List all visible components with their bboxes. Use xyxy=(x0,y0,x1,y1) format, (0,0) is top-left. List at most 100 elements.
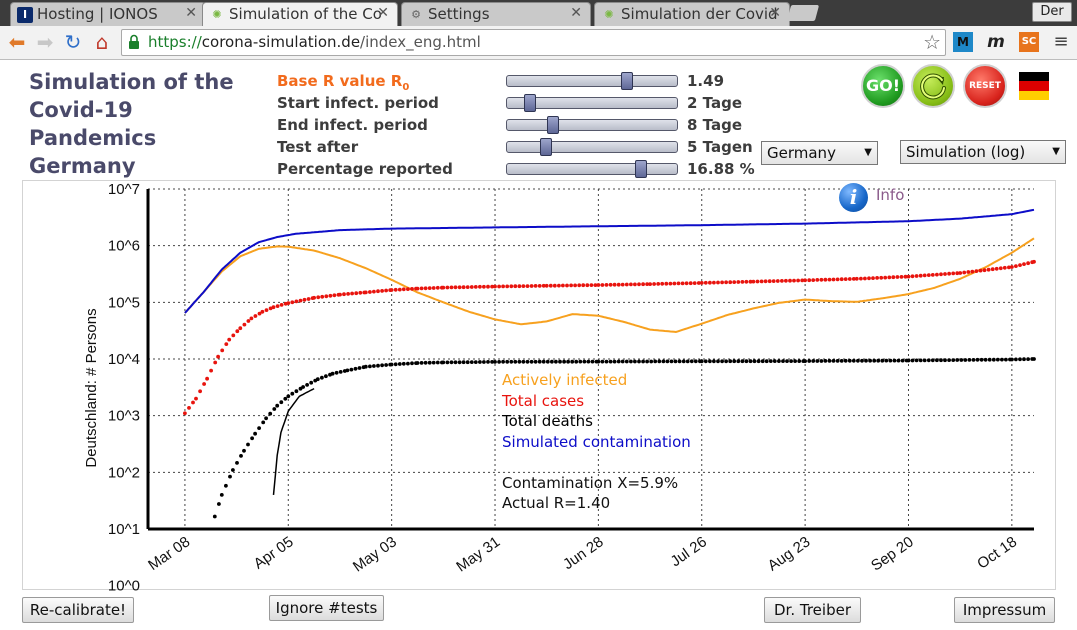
slider-percentage[interactable] xyxy=(506,160,678,178)
close-icon[interactable]: ✕ xyxy=(185,5,197,21)
slider-thumb[interactable] xyxy=(634,160,647,178)
slider-thumb[interactable] xyxy=(540,138,553,156)
data-point xyxy=(955,358,960,362)
tab-title: Simulation of the Co xyxy=(229,5,382,23)
data-point xyxy=(275,403,280,408)
data-point xyxy=(435,360,440,365)
ignore-tests-button[interactable]: Ignore #tests xyxy=(269,595,384,621)
german-flag-icon[interactable] xyxy=(1019,72,1049,100)
slider-r0[interactable] xyxy=(506,72,678,90)
m-italic-icon[interactable]: m xyxy=(987,32,1005,52)
slider-thumb[interactable] xyxy=(524,94,537,112)
mode-select[interactable]: Simulation (log) ▼ xyxy=(900,140,1066,164)
data-point xyxy=(720,280,724,285)
info-icon[interactable]: i xyxy=(839,183,868,212)
series-active-infected xyxy=(184,237,1035,334)
value-start-infect: 2 Tage xyxy=(687,94,742,112)
bookmark-star-icon[interactable]: ☆ xyxy=(923,30,941,54)
data-point xyxy=(183,411,187,416)
data-point xyxy=(561,283,565,288)
data-point xyxy=(994,266,999,271)
data-point xyxy=(728,280,733,285)
forward-icon[interactable]: ➡ xyxy=(36,30,54,54)
data-point xyxy=(261,420,266,425)
data-point xyxy=(389,362,394,367)
page-title: Simulation of the Covid-19 Pandemics Ger… xyxy=(29,70,234,178)
data-point xyxy=(410,287,414,291)
data-point xyxy=(620,282,625,287)
tab-settings[interactable]: ⚙ Settings ✕ xyxy=(401,2,591,26)
country-select[interactable]: Germany ▼ xyxy=(761,141,878,165)
home-icon[interactable]: ⌂ xyxy=(95,30,109,54)
m-square-icon[interactable]: M xyxy=(953,32,973,52)
profile-button[interactable]: Der xyxy=(1032,2,1072,22)
info-link[interactable]: Info xyxy=(876,186,905,204)
data-point xyxy=(863,276,867,281)
data-point xyxy=(752,359,757,364)
tab-title: Settings xyxy=(428,5,490,23)
address-bar[interactable]: https://corona-simulation.de/index_eng.h… xyxy=(121,29,946,56)
data-point xyxy=(689,359,694,364)
data-point xyxy=(497,360,501,364)
data-point xyxy=(943,358,947,363)
back-icon[interactable]: ⬅ xyxy=(8,30,26,54)
y-tick-label: 10^1 xyxy=(108,521,140,538)
data-point xyxy=(918,273,923,278)
slider-test-after[interactable] xyxy=(506,138,678,156)
data-point xyxy=(880,358,885,363)
data-point xyxy=(453,285,458,290)
tab-simulation-de[interactable]: ✺ Simulation der Covid ✕ xyxy=(594,2,790,26)
slider-thumb[interactable] xyxy=(546,116,559,134)
data-point xyxy=(427,360,432,365)
slider-end-infect[interactable] xyxy=(506,116,678,134)
data-point xyxy=(760,359,765,364)
data-point xyxy=(736,280,741,284)
data-point xyxy=(415,286,420,291)
data-point xyxy=(823,359,828,363)
data-point xyxy=(815,359,820,363)
data-point xyxy=(545,359,550,364)
data-point xyxy=(847,358,852,363)
close-icon[interactable]: ✕ xyxy=(377,5,389,21)
data-point xyxy=(883,275,888,280)
impressum-button[interactable]: Impressum xyxy=(954,597,1055,623)
y-tick-label: 10^6 xyxy=(108,238,140,255)
dr-treiber-button[interactable]: Dr. Treiber xyxy=(764,597,861,623)
data-point xyxy=(187,406,191,410)
data-point xyxy=(854,276,859,281)
sc-icon[interactable]: SC xyxy=(1019,32,1039,52)
data-point xyxy=(871,276,875,280)
tab-simulation[interactable]: ✺ Simulation of the Co ✕ xyxy=(202,2,398,26)
close-icon[interactable]: ✕ xyxy=(570,5,582,21)
data-point xyxy=(415,361,420,365)
menu-icon[interactable]: ≡ xyxy=(1053,31,1069,52)
data-point xyxy=(763,279,768,284)
data-point xyxy=(1002,265,1007,270)
data-point xyxy=(684,281,689,286)
data-point xyxy=(220,348,225,353)
data-point xyxy=(995,357,1000,362)
data-point xyxy=(569,283,573,288)
reset-button[interactable]: RESET xyxy=(963,64,1007,108)
data-point xyxy=(777,359,781,363)
y-tick-label: 10^2 xyxy=(108,464,140,481)
reload-button[interactable] xyxy=(911,64,955,108)
data-point xyxy=(748,359,753,364)
recalibrate-button[interactable]: Re-calibrate! xyxy=(22,597,134,623)
x-tick-label: Oct 18 xyxy=(974,533,1020,572)
data-point xyxy=(461,285,466,290)
tab-ionos[interactable]: I Hosting | IONOS ✕ xyxy=(10,2,206,26)
data-point xyxy=(971,358,976,362)
slider-start-infect[interactable] xyxy=(506,94,678,112)
slider-thumb[interactable] xyxy=(620,72,633,90)
data-point xyxy=(685,359,690,364)
close-icon[interactable]: ✕ xyxy=(769,5,781,21)
data-point xyxy=(541,359,546,364)
go-button[interactable]: GO! xyxy=(861,64,905,108)
data-point xyxy=(990,267,995,272)
data-point xyxy=(469,285,474,289)
reload-icon[interactable]: ↻ xyxy=(64,30,82,54)
data-point xyxy=(521,284,526,288)
data-point xyxy=(423,360,428,365)
data-point xyxy=(986,267,991,272)
